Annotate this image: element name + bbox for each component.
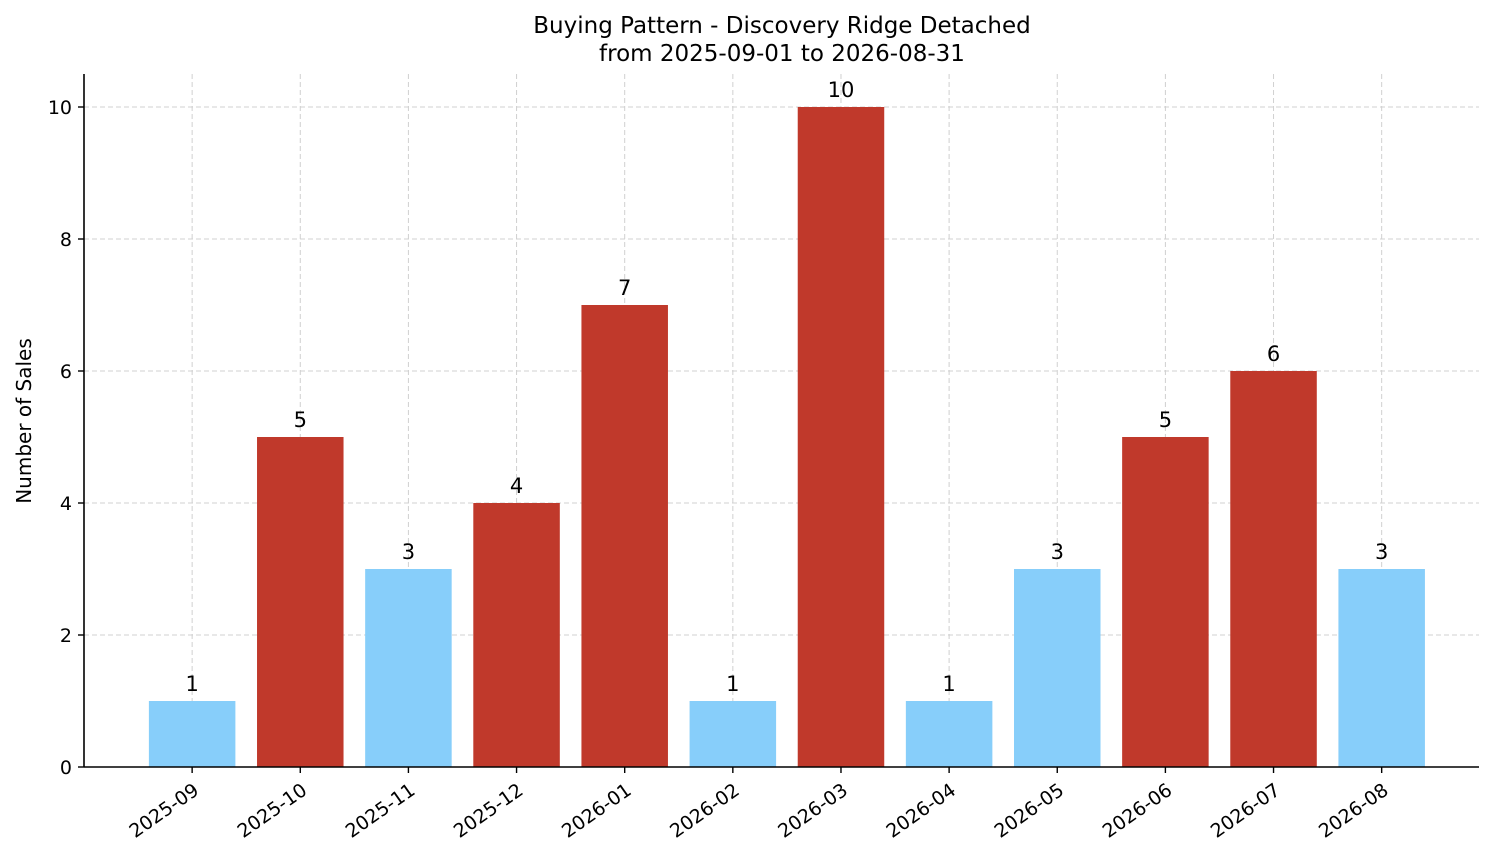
bar-value-label-2025-11: 3 bbox=[402, 540, 415, 564]
bar-value-label-2026-07: 6 bbox=[1267, 342, 1280, 366]
y-axis-label: Number of Sales bbox=[12, 338, 36, 504]
bar-value-label-2026-05: 3 bbox=[1051, 540, 1064, 564]
y-tick-label: 0 bbox=[60, 757, 72, 779]
bar-2026-05 bbox=[1014, 569, 1101, 767]
x-tick-label: 2026-03 bbox=[774, 779, 852, 843]
bar-value-label-2025-12: 4 bbox=[510, 474, 523, 498]
bar-value-label-2026-06: 5 bbox=[1159, 408, 1172, 432]
bar-value-label-2026-01: 7 bbox=[618, 276, 631, 300]
bar-2026-03 bbox=[797, 107, 885, 767]
y-tick-label: 2 bbox=[60, 625, 72, 647]
bar-2026-07 bbox=[1230, 371, 1317, 767]
x-tick-label: 2025-11 bbox=[342, 779, 420, 843]
bar-2025-10 bbox=[257, 437, 344, 767]
y-tick-label: 4 bbox=[60, 493, 72, 515]
x-tick-label: 2026-05 bbox=[990, 779, 1068, 843]
bar-value-label-2025-09: 1 bbox=[185, 672, 198, 696]
bar-2025-12 bbox=[473, 503, 560, 767]
y-tick-label: 6 bbox=[60, 361, 72, 383]
x-tick-label: 2026-07 bbox=[1207, 779, 1285, 843]
x-tick-label: 2026-01 bbox=[558, 779, 636, 843]
x-tick-label: 2025-12 bbox=[450, 779, 528, 843]
bar-2026-06 bbox=[1122, 437, 1209, 767]
bar-2026-01 bbox=[581, 305, 668, 767]
x-tick-label: 2025-10 bbox=[233, 779, 311, 843]
x-tick-label: 2026-06 bbox=[1099, 779, 1177, 843]
bar-value-label-2025-10: 5 bbox=[294, 408, 307, 432]
bar-2025-09 bbox=[148, 701, 236, 767]
bar-value-label-2026-04: 1 bbox=[942, 672, 955, 696]
bar-2026-02 bbox=[689, 701, 777, 767]
x-tick-label: 2025-09 bbox=[125, 779, 203, 843]
bar-value-label-2026-03: 10 bbox=[828, 78, 855, 102]
bar-value-label-2026-08: 3 bbox=[1375, 540, 1388, 564]
x-tick-label: 2026-04 bbox=[882, 779, 960, 843]
y-tick-label: 10 bbox=[48, 97, 72, 119]
chart-subtitle: from 2025-09-01 to 2026-08-31 bbox=[599, 41, 965, 67]
bar-2025-11 bbox=[365, 569, 452, 767]
x-tick-label: 2026-02 bbox=[666, 779, 744, 843]
bar-value-label-2026-02: 1 bbox=[726, 672, 739, 696]
bar-2026-04 bbox=[905, 701, 993, 767]
y-tick-label: 8 bbox=[60, 229, 72, 251]
x-tick-label: 2026-08 bbox=[1315, 779, 1393, 843]
chart-title: Buying Pattern - Discovery Ridge Detache… bbox=[533, 13, 1030, 39]
bar-value-labels: 1 5 3 4 7 1 10 1 3 5 6 3 bbox=[185, 78, 1388, 696]
bars bbox=[148, 107, 1425, 767]
bar-2026-08 bbox=[1338, 569, 1425, 767]
